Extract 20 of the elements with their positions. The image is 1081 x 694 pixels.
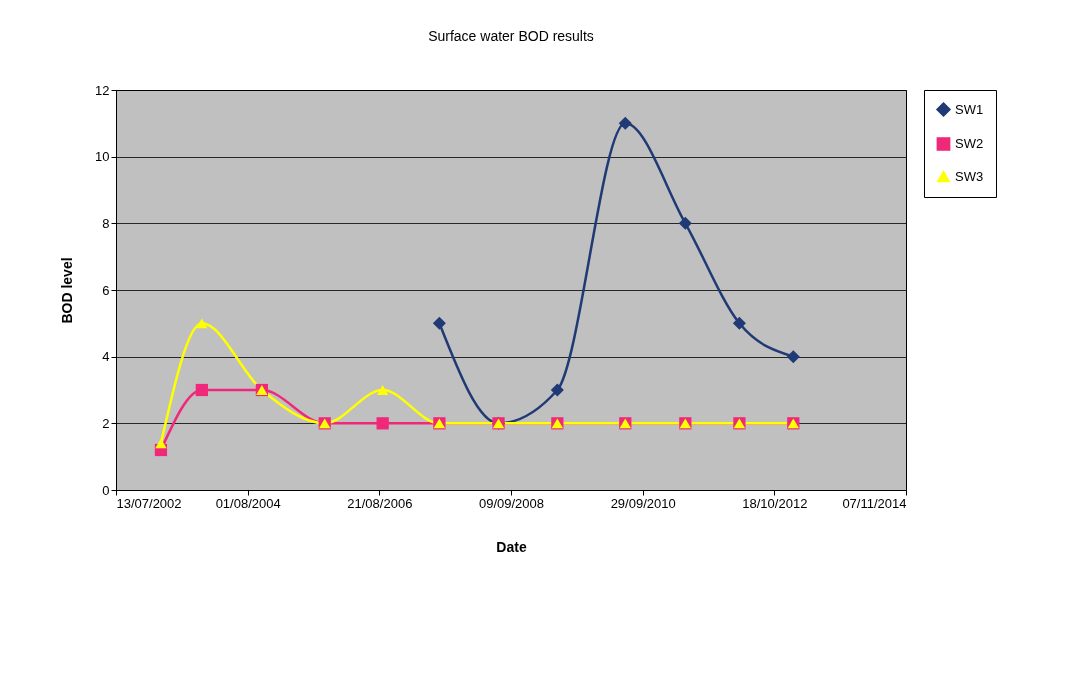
x-tick-label: 13/07/2002: [116, 495, 182, 511]
legend-label: SW3: [955, 168, 984, 184]
y-tick-label: 10: [95, 149, 110, 165]
legend-label: SW1: [955, 101, 984, 117]
y-tick-label: 12: [95, 82, 110, 98]
y-axis-title: BOD level: [59, 257, 76, 324]
x-tick-label: 18/10/2012: [742, 495, 808, 511]
x-tick-label: 07/11/2014: [842, 495, 907, 511]
x-tick-label: 09/09/2008: [478, 495, 545, 511]
y-tick-label: 0: [102, 482, 110, 498]
x-axis-title: Date: [496, 538, 527, 555]
x-tick-label: 29/09/2010: [610, 495, 676, 511]
x-tick-label: 21/08/2006: [347, 495, 413, 511]
legend-label: SW2: [955, 136, 984, 151]
x-tick-label: 01/08/2004: [215, 495, 281, 511]
y-tick-label: 4: [102, 349, 110, 365]
chart-title: Surface water BOD results: [428, 28, 594, 44]
y-tick-label: 8: [102, 215, 110, 231]
y-tick-label: 2: [102, 415, 110, 431]
y-tick-label: 6: [102, 282, 110, 298]
